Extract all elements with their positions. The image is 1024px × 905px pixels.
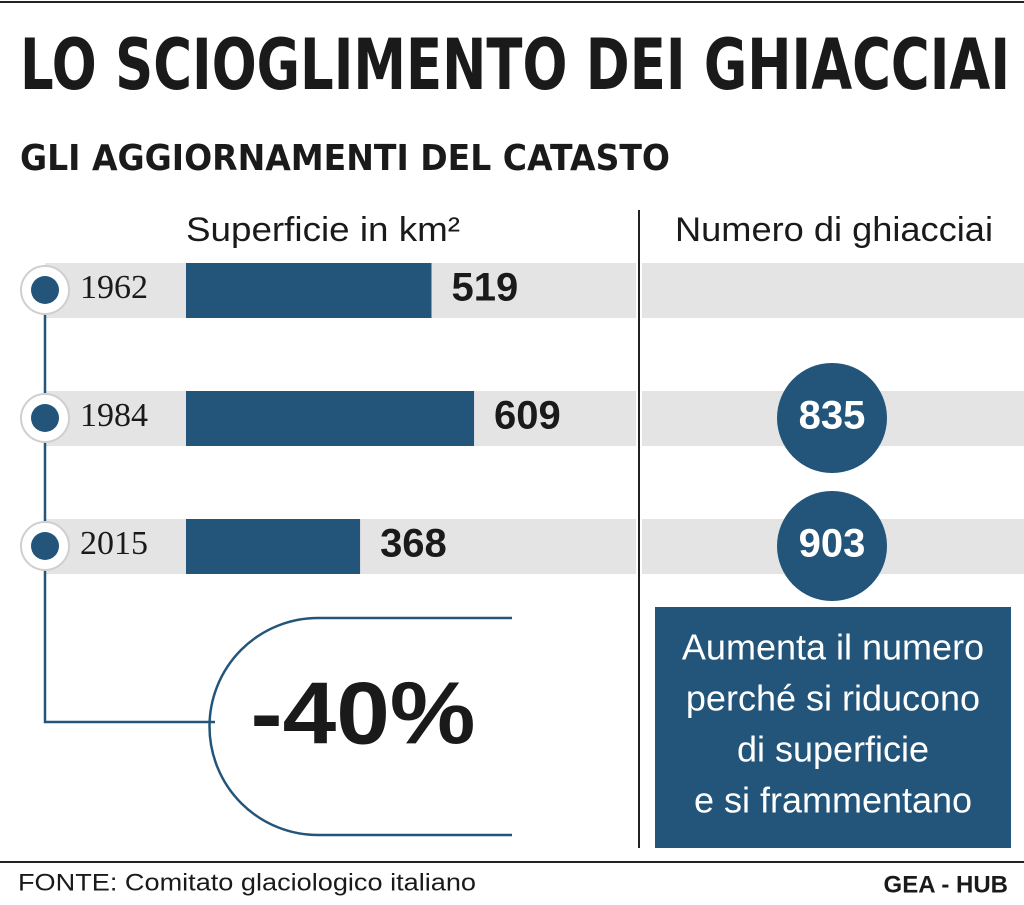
bar [186, 391, 475, 446]
note-line: Aumenta il numero [682, 627, 984, 668]
bar [186, 519, 361, 574]
row-marker [31, 532, 59, 560]
note-line: e si frammentano [694, 780, 972, 821]
count-circle [777, 363, 887, 473]
annotation: -40% [251, 663, 476, 762]
note-line: perché si riducono [686, 678, 980, 719]
note-line: di superficie [737, 729, 929, 770]
category-label: 1984 [80, 397, 148, 434]
count-label: 835 [799, 394, 866, 438]
row-marker [31, 276, 59, 304]
category-label: 2015 [80, 525, 148, 562]
count-label: 903 [799, 522, 866, 566]
chart-subtitle: GLI AGGIORNAMENTI DEL CATASTO [20, 138, 670, 179]
source: FONTE: Comitato glaciologico italiano [18, 869, 476, 896]
row-band [642, 263, 1024, 318]
row-marker [31, 404, 59, 432]
bar [186, 263, 432, 318]
value-label: 368 [380, 522, 447, 566]
note-box [655, 607, 1011, 848]
value-label: 519 [451, 266, 518, 310]
count-circle [777, 491, 887, 601]
value-axis-label: Superficie in km² [186, 211, 460, 249]
count-axis-label: Numero di ghiacciai [675, 211, 993, 249]
value-label: 609 [494, 394, 561, 438]
chart-title: LO SCIOGLIMENTO DEI GHIACCIAI [20, 24, 1010, 106]
category-label: 1962 [80, 269, 148, 306]
credit: GEA - HUB [884, 871, 1008, 898]
